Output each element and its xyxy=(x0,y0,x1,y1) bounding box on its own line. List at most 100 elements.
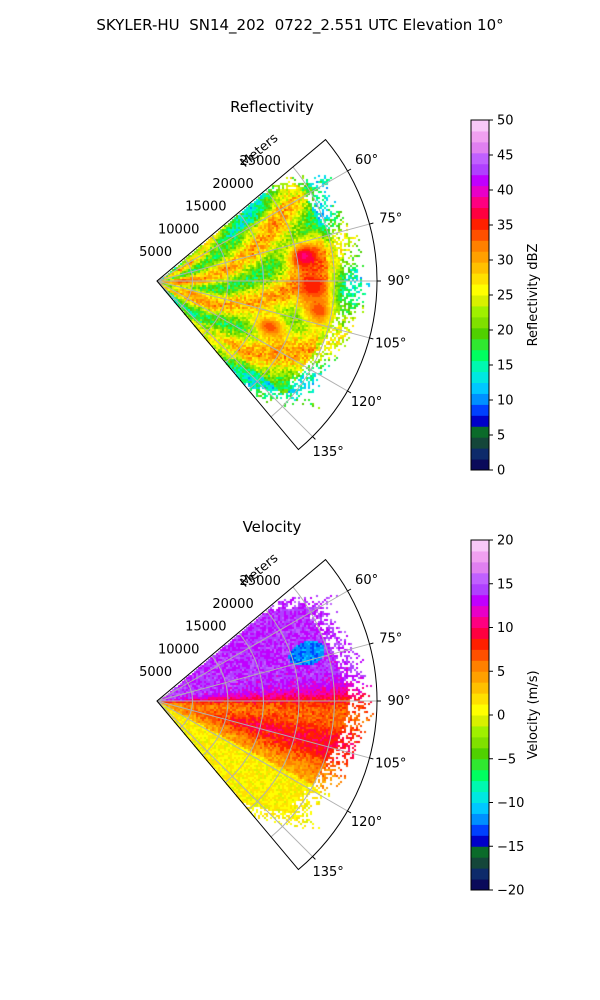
colorbar-segment xyxy=(471,185,489,198)
colorbar-segment xyxy=(471,218,489,230)
range-ring xyxy=(247,609,300,811)
range-ring xyxy=(270,166,335,418)
colorbar-segment xyxy=(471,360,489,373)
colorbar-tick-label: 35 xyxy=(497,219,514,234)
colorbar-segment xyxy=(471,240,489,252)
colorbar-tick-label: −10 xyxy=(497,796,524,811)
colorbar-segment xyxy=(471,616,489,628)
colorbar-segment xyxy=(471,262,489,274)
colorbar-segment xyxy=(471,448,489,460)
colorbar-segment xyxy=(471,594,489,607)
colorbar-tick-label: 45 xyxy=(497,149,514,164)
velocity-panel: 60° 75° 90° 105° 120° 135° 5000 10000 15000 20000… xyxy=(0,481,600,921)
colorbar-segment xyxy=(471,382,489,394)
colorbar-tick-label: 0 xyxy=(497,709,505,724)
colorbar-segment xyxy=(471,437,489,449)
colorbar-tick-label: −5 xyxy=(497,752,516,767)
colorbar-tick-label: 40 xyxy=(497,184,514,199)
range-ring xyxy=(202,235,229,336)
colorbar-segment xyxy=(471,660,489,672)
azimuth-spoke xyxy=(156,170,348,282)
range-tick-label: 5000 xyxy=(139,245,172,260)
range-ring xyxy=(225,212,264,363)
colorbar-segment xyxy=(471,747,489,760)
colorbar-segment xyxy=(471,715,489,727)
range-tick-label: 25000 xyxy=(240,154,281,169)
colorbar-segment xyxy=(471,638,489,650)
azimuth-tick-label: 90° xyxy=(387,274,410,289)
colorbar-tick-label: 25 xyxy=(497,289,514,304)
range-tick-label: 20000 xyxy=(212,177,253,192)
colorbar-segment xyxy=(471,857,489,869)
azimuth-tick-label: 135° xyxy=(312,445,343,460)
range-tick-label: 25000 xyxy=(240,574,281,589)
polar-frame xyxy=(156,138,378,451)
azimuth-tick xyxy=(369,222,374,225)
colorbar-segment xyxy=(471,780,489,793)
azimuth-tick-label: 60° xyxy=(355,153,378,168)
azimuth-tick xyxy=(369,757,374,760)
azimuth-tick-label: 75° xyxy=(379,211,402,226)
colorbar-segment xyxy=(471,207,489,219)
colorbar-segment xyxy=(471,196,489,208)
colorbar-segment xyxy=(471,130,489,143)
azimuth-tick-label: 105° xyxy=(375,337,406,352)
colorbar-segment xyxy=(471,802,489,814)
colorbar-segment xyxy=(471,736,489,749)
colorbar-segment xyxy=(471,338,489,351)
polar-frame xyxy=(156,558,378,871)
colorbar-segment xyxy=(471,415,489,427)
azimuth-tick xyxy=(369,337,374,340)
colorbar-segment xyxy=(471,550,489,563)
colorbar-tick-label: 15 xyxy=(497,359,514,374)
azimuth-tick-label: 60° xyxy=(355,573,378,588)
colorbar-segment xyxy=(471,693,489,705)
colorbar-segment xyxy=(471,327,489,340)
azimuth-tick xyxy=(312,436,316,440)
colorbar-segment xyxy=(471,725,489,738)
colorbar-segment xyxy=(471,540,489,552)
azimuth-tick-label: 75° xyxy=(379,631,402,646)
panel-title: Velocity xyxy=(243,518,302,536)
range-tick-label: 10000 xyxy=(158,642,199,657)
range-tick-label: 10000 xyxy=(158,222,199,237)
colorbar-tick-label: 50 xyxy=(497,114,514,129)
colorbar-segment xyxy=(471,682,489,694)
colorbar-segment xyxy=(471,835,489,847)
range-tick-label: 20000 xyxy=(212,597,253,612)
colorbar-tick-label: 0 xyxy=(497,464,505,479)
colorbar-segment xyxy=(471,561,489,574)
azimuth-tick-label: 120° xyxy=(351,395,382,410)
range-ring xyxy=(225,632,264,783)
colorbar-segment xyxy=(471,273,489,285)
azimuth-spoke xyxy=(156,280,348,392)
azimuth-tick xyxy=(347,810,352,814)
colorbar-tick-label: −20 xyxy=(497,884,524,899)
colorbar-segment xyxy=(471,769,489,782)
colorbar-tick-label: 20 xyxy=(497,324,514,339)
colorbar-label: Velocity (m/s) xyxy=(526,670,541,759)
colorbar-segment xyxy=(471,174,489,187)
colorbar-tick-label: 30 xyxy=(497,254,514,269)
colorbar-segment xyxy=(471,120,489,132)
azimuth-spoke xyxy=(156,700,370,759)
colorbar-segment xyxy=(471,349,489,362)
reflectivity-panel: 60° 75° 90° 105° 120° 135° 5000 10000 15000 20000… xyxy=(0,61,600,501)
colorbar-segment xyxy=(471,163,489,176)
range-tick-label: 15000 xyxy=(185,620,226,635)
colorbar-segment xyxy=(471,605,489,618)
azimuth-tick xyxy=(347,168,352,172)
azimuth-tick-label: 135° xyxy=(312,865,343,880)
colorbar-tick-label: 10 xyxy=(497,394,514,409)
colorbar-segment xyxy=(471,393,489,405)
azimuth-tick-label: 105° xyxy=(375,757,406,772)
azimuth-spoke xyxy=(156,700,348,812)
colorbar-segment xyxy=(471,583,489,596)
colorbar-tick-label: −15 xyxy=(497,840,524,855)
colorbar-segment xyxy=(471,758,489,771)
colorbar-segment xyxy=(471,251,489,263)
colorbar-segment xyxy=(471,868,489,880)
range-tick-label: 5000 xyxy=(139,665,172,680)
azimuth-spoke xyxy=(156,223,370,282)
